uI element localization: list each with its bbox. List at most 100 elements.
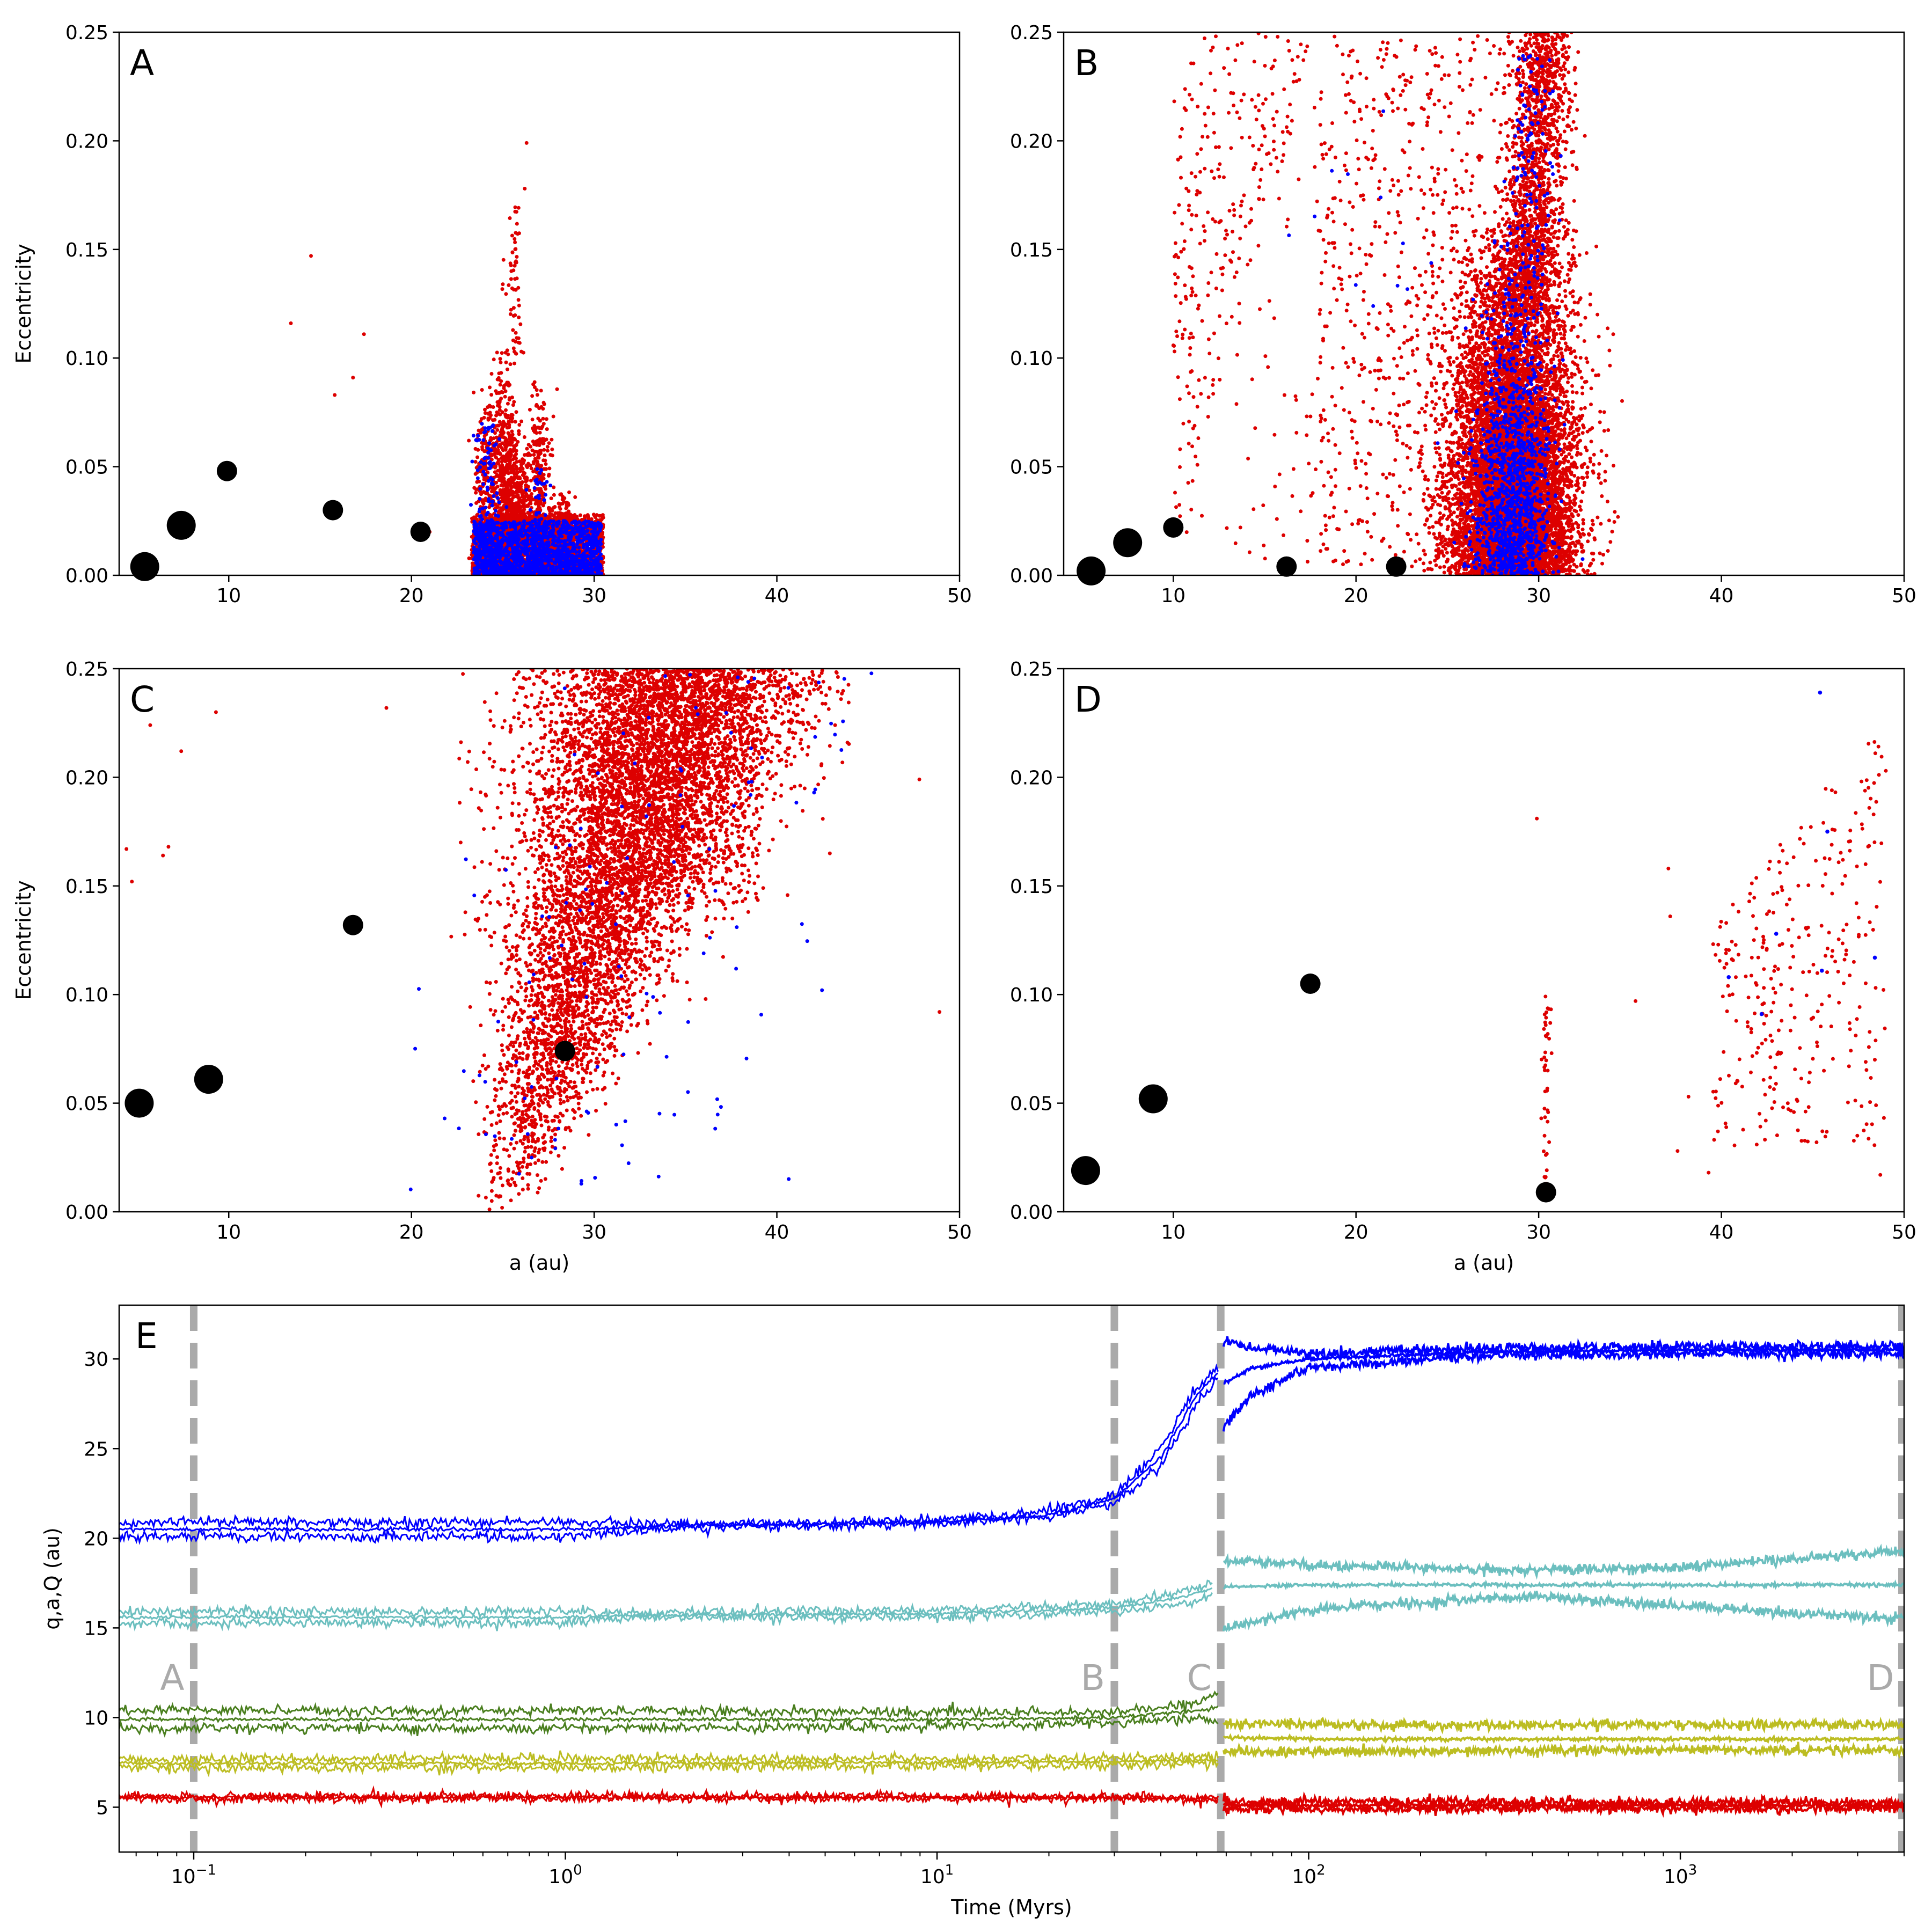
particle-point: [483, 411, 487, 415]
particle-point: [513, 313, 517, 317]
particle-point: [552, 506, 556, 510]
particle-point: [553, 511, 558, 515]
particle-point: [531, 440, 535, 443]
particle-point: [497, 509, 502, 513]
particle-point: [515, 222, 519, 226]
particle-point: [522, 458, 526, 463]
particle-point: [519, 419, 523, 423]
particle-point: [515, 336, 519, 340]
particle-point: [502, 515, 507, 519]
particle-point: [507, 398, 511, 402]
particle-point: [496, 505, 500, 509]
particle-point: [495, 400, 500, 404]
particle-point: [536, 507, 540, 511]
particle-point: [514, 410, 518, 414]
particle-point: [510, 416, 515, 420]
particle-point: [489, 372, 494, 376]
particle-point: [595, 513, 599, 517]
particle-point: [499, 360, 503, 364]
particle-point: [507, 420, 511, 423]
particle-point: [547, 466, 552, 471]
particle-point: [509, 308, 513, 312]
particle-point: [506, 458, 510, 463]
particle-point: [544, 467, 548, 471]
particle-point: [507, 433, 511, 437]
particle-point: [544, 417, 548, 421]
particle-point: [530, 418, 535, 422]
particle-point: [586, 514, 590, 518]
particle-point: [470, 516, 474, 521]
particle-point: [537, 443, 541, 447]
particle-point: [489, 413, 493, 418]
particle-point: [496, 448, 500, 452]
particle-point: [496, 423, 501, 428]
particle-point: [510, 510, 515, 515]
particle-point: [520, 509, 524, 514]
particle-point: [494, 456, 498, 460]
particle-point: [496, 469, 500, 473]
particle-point: [497, 443, 502, 447]
particle-point: [540, 437, 545, 441]
particle-point: [476, 448, 480, 452]
particle-point: [486, 405, 490, 409]
particle-point: [499, 456, 503, 460]
particle-point: [503, 394, 507, 399]
particle-point: [501, 483, 506, 487]
particle-point: [517, 432, 521, 436]
particle-point: [537, 440, 541, 444]
particle-point: [513, 508, 516, 512]
particle-point: [513, 264, 517, 268]
particle-point: [518, 322, 523, 326]
particle-point: [516, 206, 521, 210]
particle-point: [504, 292, 508, 296]
particle-point: [475, 480, 479, 484]
particle-point: [513, 240, 517, 244]
particle-point: [504, 464, 509, 469]
particle-point: [515, 490, 519, 494]
particle-point: [503, 350, 508, 355]
particle-point: [511, 403, 515, 407]
particle-point: [533, 385, 537, 389]
particle-point: [510, 250, 515, 254]
particle-point: [550, 453, 554, 458]
particle-point: [500, 446, 504, 450]
particle-point: [495, 350, 499, 355]
particle-point: [518, 513, 523, 517]
particle-point: [550, 509, 554, 513]
particle-point: [506, 426, 510, 430]
particle-point: [549, 496, 553, 501]
particle-point: [478, 489, 482, 494]
particle-point: [507, 283, 511, 287]
particle-point: [507, 494, 511, 498]
particle-point: [500, 351, 504, 355]
particle-point: [473, 460, 478, 464]
particle-point: [509, 277, 513, 281]
particle-point: [544, 462, 548, 466]
particle-point: [482, 510, 486, 514]
particle-point: [535, 393, 539, 397]
particle-point: [530, 394, 535, 398]
particle-point: [474, 491, 478, 495]
particle-point: [501, 424, 506, 428]
particle-point: [510, 286, 514, 290]
particle-point: [543, 458, 547, 463]
particle-point: [489, 393, 494, 397]
particle-point: [514, 331, 518, 335]
particle-point: [517, 429, 521, 433]
particle-point: [528, 513, 532, 517]
particle-point: [545, 427, 549, 431]
particle-point: [544, 487, 547, 491]
particle-point: [493, 418, 497, 422]
particle-point: [524, 492, 529, 496]
particle-point: [511, 346, 516, 350]
particle-point: [509, 488, 513, 492]
particle-point: [526, 451, 531, 456]
particle-point: [497, 371, 501, 376]
particle-point: [545, 445, 550, 449]
particle-point: [510, 233, 514, 238]
particle-point: [508, 383, 512, 387]
particle-point: [578, 513, 582, 517]
particle-point: [542, 448, 546, 452]
particle-point: [513, 237, 517, 241]
